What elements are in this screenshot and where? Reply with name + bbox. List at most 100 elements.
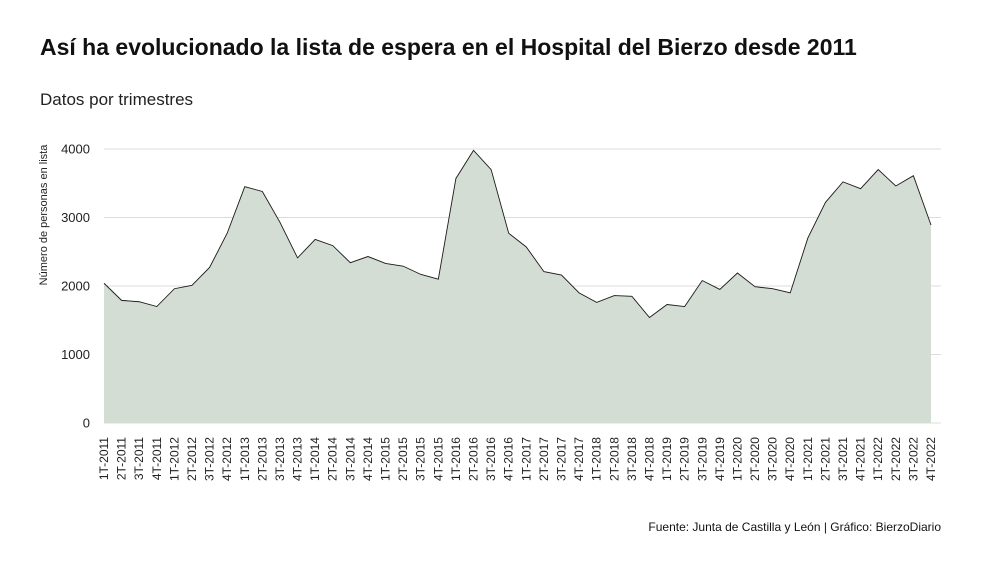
x-tick-label: 2T-2017 (537, 437, 551, 481)
data-point (402, 265, 404, 267)
x-tick-label: 1T-2013 (238, 437, 252, 481)
series-line (103, 149, 932, 319)
y-tick-label: 2000 (61, 279, 90, 294)
y-axis-label: Número de personas en lista (38, 144, 50, 286)
x-tick-label: 1T-2022 (871, 437, 885, 481)
y-tick-label: 0 (83, 416, 90, 431)
data-point (367, 255, 369, 257)
x-tick-label: 4T-2017 (572, 437, 586, 481)
data-point (895, 185, 897, 187)
data-point (103, 282, 105, 284)
data-point (156, 305, 158, 307)
data-point (384, 262, 386, 264)
x-tick-label: 4T-2013 (291, 437, 305, 481)
x-tick-label: 3T-2019 (695, 437, 709, 481)
data-point (807, 237, 809, 239)
x-tick-label: 2T-2011 (115, 437, 129, 480)
data-point (420, 273, 422, 275)
data-point (472, 149, 474, 151)
x-tick-label: 2T-2022 (889, 437, 903, 481)
data-point (208, 266, 210, 268)
x-tick-label: 4T-2021 (854, 437, 868, 481)
data-point (490, 168, 492, 170)
x-tick-label: 2T-2015 (396, 437, 410, 481)
data-point (525, 246, 527, 248)
x-tick-label: 4T-2014 (361, 437, 375, 481)
x-tick-label: 1T-2018 (590, 437, 604, 481)
data-point (859, 188, 861, 190)
x-tick-label: 4T-2018 (642, 437, 656, 481)
source-note: Fuente: Junta de Castilla y León | Gráfi… (648, 520, 941, 534)
x-tick-label: 2T-2013 (255, 437, 269, 481)
x-tick-label: 4T-2016 (502, 437, 516, 481)
x-tick-label: 1T-2014 (308, 437, 322, 481)
x-tick-label: 3T-2014 (343, 437, 357, 481)
x-tick-label: 1T-2019 (660, 437, 674, 481)
x-tick-label: 3T-2018 (625, 437, 639, 481)
x-tick-label: 2T-2021 (818, 437, 832, 481)
x-tick-label: 4T-2012 (220, 437, 234, 481)
y-tick-label: 4000 (61, 142, 90, 157)
data-point (771, 288, 773, 290)
data-point (173, 288, 175, 290)
x-tick-label: 1T-2021 (801, 437, 815, 481)
data-point (296, 257, 298, 259)
x-tick-label: 1T-2012 (167, 437, 181, 481)
x-tick-label: 3T-2011 (132, 437, 146, 480)
data-point (842, 181, 844, 183)
data-point (455, 177, 457, 179)
data-point (261, 190, 263, 192)
x-tick-label: 3T-2020 (766, 437, 780, 481)
data-point (578, 292, 580, 294)
data-point (912, 175, 914, 177)
data-point (930, 224, 932, 226)
x-tick-label: 1T-2015 (379, 437, 393, 481)
x-tick-label: 4T-2011 (150, 437, 164, 480)
x-tick-label: 1T-2017 (519, 437, 533, 481)
data-point (349, 262, 351, 264)
data-point (279, 221, 281, 223)
x-tick-label: 3T-2016 (484, 437, 498, 481)
data-point (701, 279, 703, 281)
y-tick-label: 1000 (61, 347, 90, 362)
x-tick-label: 3T-2022 (906, 437, 920, 481)
x-tick-label: 4T-2015 (431, 437, 445, 481)
data-point (244, 185, 246, 187)
x-tick-label: 2T-2020 (748, 437, 762, 481)
data-point (789, 292, 791, 294)
data-point (560, 274, 562, 276)
x-tick-label: 3T-2017 (554, 437, 568, 481)
data-point (437, 278, 439, 280)
x-tick-label: 3T-2012 (203, 437, 217, 481)
data-point (595, 301, 597, 303)
data-point (543, 270, 545, 272)
x-tick-label: 4T-2022 (924, 437, 938, 481)
x-tick-label: 4T-2020 (783, 437, 797, 481)
x-tick-label: 3T-2015 (414, 437, 428, 481)
x-tick-label: 3T-2021 (836, 437, 850, 481)
chart-subtitle: Datos por trimestres (40, 90, 194, 109)
data-point (613, 294, 615, 296)
data-point (877, 168, 879, 170)
area-fill (104, 150, 931, 423)
chart-title: Así ha evolucionado la lista de espera e… (40, 34, 857, 60)
data-point (736, 272, 738, 274)
data-point (631, 295, 633, 297)
data-point (824, 201, 826, 203)
data-point (754, 285, 756, 287)
x-tick-label: 1T-2020 (730, 437, 744, 481)
y-tick-label: 3000 (61, 210, 90, 225)
data-point (683, 305, 685, 307)
data-point (138, 301, 140, 303)
data-point (226, 232, 228, 234)
x-tick-label: 1T-2016 (449, 437, 463, 481)
x-tick-label: 2T-2018 (607, 437, 621, 481)
data-point (314, 238, 316, 240)
x-tick-label: 2T-2016 (467, 437, 481, 481)
x-tick-label: 2T-2019 (678, 437, 692, 481)
x-tick-label: 4T-2019 (713, 437, 727, 481)
data-point (719, 288, 721, 290)
x-tick-label: 1T-2011 (97, 437, 111, 480)
x-tick-label: 2T-2012 (185, 437, 199, 481)
x-tick-label: 3T-2013 (273, 437, 287, 481)
